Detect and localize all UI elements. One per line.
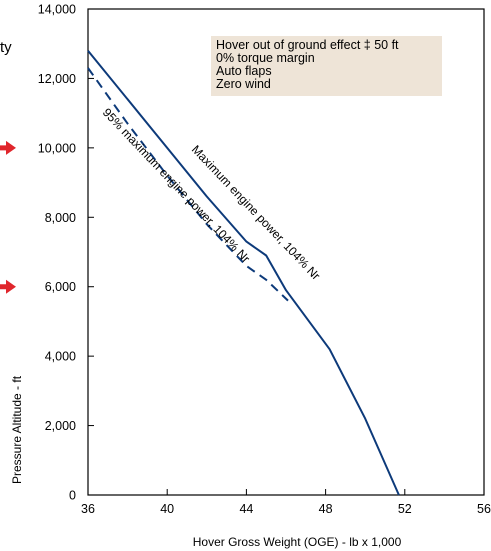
condition-line-4: Zero wind — [216, 77, 271, 91]
axis-ticks: 36 40 44 48 52 56 0 2,000 4,000 6,000 8,000 10,000 1… — [38, 3, 491, 517]
series-lines — [87, 50, 400, 496]
arrow-markers — [0, 140, 16, 294]
y-axis-label: Pressure Altitude - ft — [10, 375, 24, 484]
condition-line-1: Hover out of ground effect ‡ 50 ft — [216, 38, 399, 52]
x-tick-label: 36 — [81, 502, 95, 516]
arrow-marker — [0, 140, 16, 155]
y-tick-label: 0 — [69, 489, 76, 503]
conditions-box-background — [211, 36, 442, 96]
y-tick-label: 10,000 — [38, 141, 76, 155]
x-axis-label: Hover Gross Weight (OGE) - lb x 1,000 — [193, 535, 402, 549]
ninety-five-pct-power-line — [87, 67, 289, 302]
x-tick-label: 44 — [239, 502, 253, 516]
y-tick-label: 12,000 — [38, 72, 76, 86]
conditions-box: Hover out of ground effect ‡ 50 ft 0% to… — [211, 36, 442, 96]
x-tick-label: 40 — [160, 502, 174, 516]
condition-line-3: Auto flaps — [216, 64, 272, 78]
y-tick-label: 8,000 — [45, 211, 76, 225]
y-tick-label: 2,000 — [45, 419, 76, 433]
y-tick-label: 4,000 — [45, 350, 76, 364]
max-power-line — [87, 50, 400, 496]
arrow-marker — [0, 279, 16, 294]
x-tick-label: 48 — [319, 502, 333, 516]
y-tick-label: 6,000 — [45, 280, 76, 294]
condition-line-2: 0% torque margin — [216, 51, 315, 65]
y-tick-label: 14,000 — [38, 3, 76, 17]
x-tick-label: 56 — [477, 502, 491, 516]
cropped-title-fragment: ty — [0, 39, 12, 56]
x-tick-label: 52 — [398, 502, 412, 516]
